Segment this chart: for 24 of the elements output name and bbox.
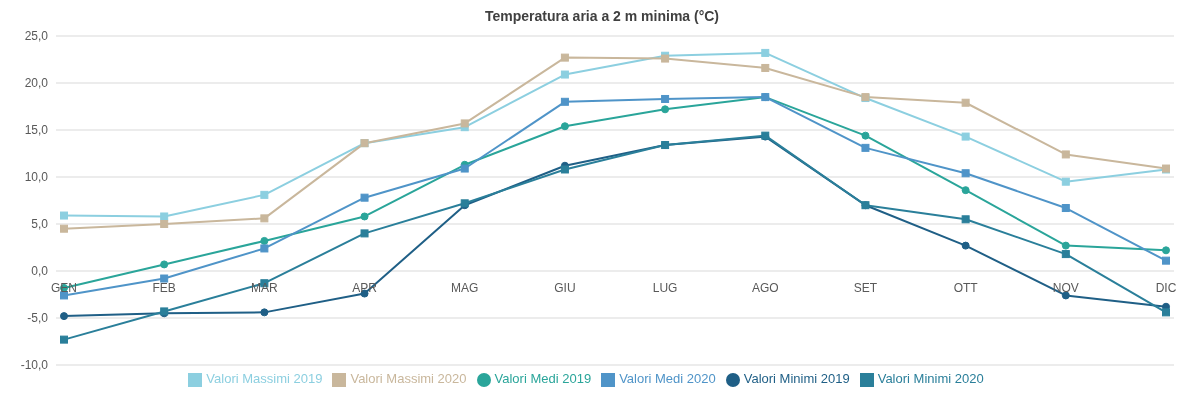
x-tick-label: NOV	[1052, 280, 1079, 295]
legend-label: Valori Medi 2020	[619, 371, 716, 386]
legend-label: Valori Minimi 2020	[877, 371, 984, 386]
y-tick-label: 15,0	[24, 123, 49, 138]
y-tick-label: 0,0	[31, 264, 49, 279]
legend-label: Valori Massimi 2020	[350, 371, 467, 386]
y-tick-label: -5,0	[27, 311, 49, 326]
legend-label: Valori Massimi 2019	[206, 371, 323, 386]
x-tick-label: FEB	[152, 280, 176, 295]
x-tick-label: OTT	[953, 280, 979, 295]
x-tick-label: LUG	[652, 280, 678, 295]
y-tick-label: 25,0	[24, 29, 49, 44]
y-tick-label: 20,0	[24, 76, 49, 91]
x-tick-label: SET	[853, 280, 878, 295]
legend-label: Valori Minimi 2019	[743, 371, 850, 386]
chart-title: Temperatura aria a 2 m minima (°C)	[483, 8, 721, 26]
y-tick-label: -10,0	[20, 358, 49, 373]
y-tick-label: 10,0	[24, 170, 49, 185]
legend-label: Valori Medi 2019	[494, 371, 592, 386]
x-tick-label: DIC	[1155, 280, 1177, 295]
y-tick-label: 5,0	[31, 217, 49, 232]
x-tick-label: AGO	[751, 280, 779, 295]
x-tick-label: GIU	[554, 280, 576, 295]
x-tick-label: MAG	[451, 280, 479, 295]
